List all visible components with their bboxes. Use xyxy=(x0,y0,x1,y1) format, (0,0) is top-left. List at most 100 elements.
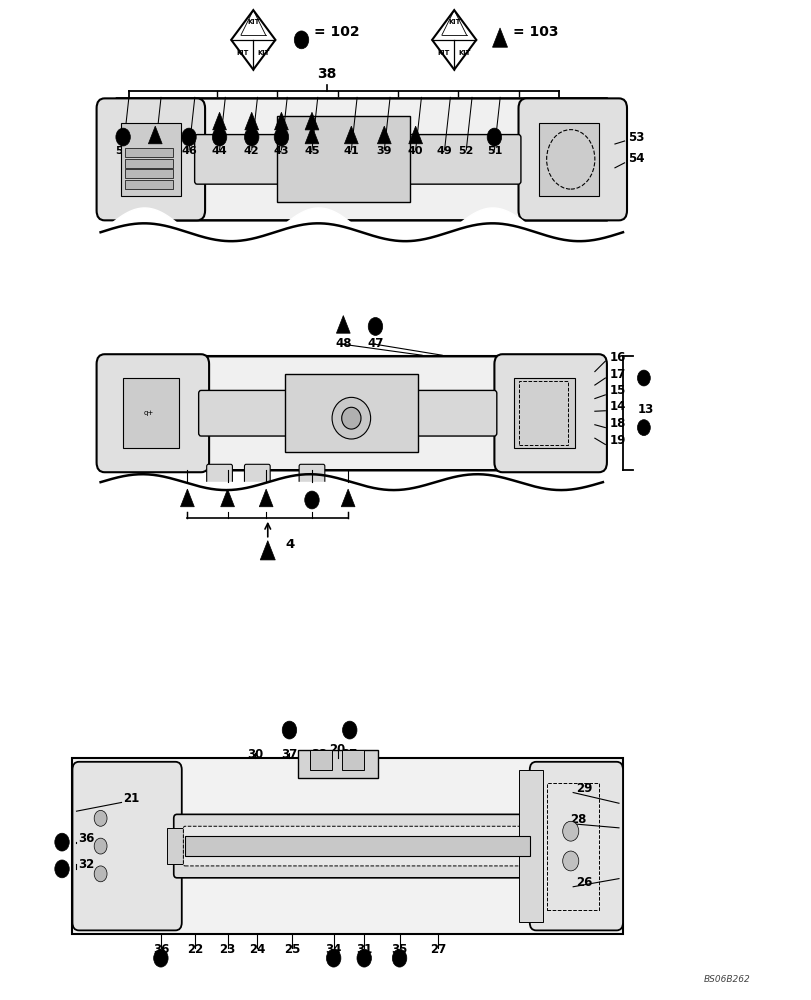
Ellipse shape xyxy=(332,397,370,439)
Bar xyxy=(121,123,181,196)
Circle shape xyxy=(637,420,650,436)
Polygon shape xyxy=(274,112,288,130)
Text: 51: 51 xyxy=(486,146,501,156)
Bar xyxy=(518,770,542,922)
Circle shape xyxy=(562,821,578,841)
Bar xyxy=(518,381,568,445)
Text: 37: 37 xyxy=(281,748,297,761)
Bar xyxy=(297,750,377,778)
Text: 47: 47 xyxy=(367,337,383,350)
Text: 49: 49 xyxy=(436,146,452,156)
Text: 36: 36 xyxy=(78,832,94,845)
Text: 34: 34 xyxy=(325,943,341,956)
Polygon shape xyxy=(305,126,319,144)
Text: 51: 51 xyxy=(148,146,163,156)
Polygon shape xyxy=(305,112,319,130)
Text: 46: 46 xyxy=(181,146,196,156)
Text: 17: 17 xyxy=(608,368,624,381)
Circle shape xyxy=(367,318,382,335)
Circle shape xyxy=(282,721,296,739)
FancyBboxPatch shape xyxy=(97,98,205,220)
Polygon shape xyxy=(341,489,354,507)
Text: 43: 43 xyxy=(273,146,289,156)
Text: 21: 21 xyxy=(123,792,139,805)
Bar xyxy=(538,123,599,196)
Text: 37: 37 xyxy=(341,748,358,761)
Bar xyxy=(125,169,173,178)
Text: 54: 54 xyxy=(627,152,643,165)
Text: 44: 44 xyxy=(212,146,227,156)
Text: q+: q+ xyxy=(144,410,154,416)
Circle shape xyxy=(274,128,288,146)
Circle shape xyxy=(116,128,131,146)
Polygon shape xyxy=(377,126,391,144)
Polygon shape xyxy=(408,126,422,144)
Text: KIT: KIT xyxy=(236,50,249,56)
Text: 8: 8 xyxy=(344,486,352,499)
Text: KIT: KIT xyxy=(257,50,270,56)
Bar xyxy=(125,148,173,157)
Polygon shape xyxy=(260,541,275,560)
Circle shape xyxy=(637,370,650,386)
Text: 7: 7 xyxy=(262,486,270,499)
Circle shape xyxy=(182,128,196,146)
Bar xyxy=(185,836,529,856)
Text: 14: 14 xyxy=(608,400,625,413)
Text: 28: 28 xyxy=(569,813,586,826)
FancyBboxPatch shape xyxy=(195,135,521,184)
Text: 13: 13 xyxy=(637,403,653,416)
Text: 5: 5 xyxy=(183,486,191,499)
Text: KIT: KIT xyxy=(247,19,260,25)
Text: 29: 29 xyxy=(576,782,592,795)
Bar xyxy=(514,378,574,448)
Text: = 102: = 102 xyxy=(313,25,358,39)
Circle shape xyxy=(54,860,69,878)
Bar xyxy=(125,180,173,189)
Text: 48: 48 xyxy=(335,337,351,350)
FancyBboxPatch shape xyxy=(207,464,232,484)
Text: = 103: = 103 xyxy=(513,25,558,39)
Bar xyxy=(72,758,622,934)
Text: 19: 19 xyxy=(608,434,625,447)
Text: 38: 38 xyxy=(317,67,337,81)
Text: 25: 25 xyxy=(283,943,300,956)
FancyBboxPatch shape xyxy=(244,464,270,484)
Polygon shape xyxy=(244,112,258,130)
FancyBboxPatch shape xyxy=(298,464,324,484)
Text: 15: 15 xyxy=(608,384,625,397)
Text: 18: 18 xyxy=(608,417,625,430)
Text: 6: 6 xyxy=(223,486,231,499)
Bar xyxy=(167,828,183,864)
Text: 22: 22 xyxy=(187,943,204,956)
Circle shape xyxy=(244,128,259,146)
FancyBboxPatch shape xyxy=(97,354,209,472)
Text: KIT: KIT xyxy=(437,50,449,56)
Polygon shape xyxy=(259,489,272,507)
Text: 24: 24 xyxy=(249,943,265,956)
Text: 20: 20 xyxy=(329,743,345,756)
Text: 30: 30 xyxy=(247,748,263,761)
Bar xyxy=(341,750,364,770)
Text: 41: 41 xyxy=(343,146,358,156)
Text: 40: 40 xyxy=(407,146,423,156)
FancyBboxPatch shape xyxy=(494,354,606,472)
FancyBboxPatch shape xyxy=(529,762,622,930)
Polygon shape xyxy=(336,316,350,333)
Text: 42: 42 xyxy=(243,146,260,156)
Text: 27: 27 xyxy=(430,943,446,956)
Text: 9: 9 xyxy=(307,486,315,499)
Text: 35: 35 xyxy=(391,943,407,956)
Text: 16: 16 xyxy=(608,351,625,364)
Circle shape xyxy=(94,866,107,882)
Text: 36: 36 xyxy=(152,943,169,956)
Text: 52: 52 xyxy=(458,146,474,156)
Text: 26: 26 xyxy=(576,876,592,889)
Circle shape xyxy=(54,833,69,851)
Polygon shape xyxy=(212,112,226,130)
FancyBboxPatch shape xyxy=(174,814,539,878)
Text: 4: 4 xyxy=(285,538,294,551)
Circle shape xyxy=(326,949,341,967)
Circle shape xyxy=(392,949,406,967)
Circle shape xyxy=(342,721,357,739)
Text: KIT: KIT xyxy=(448,19,460,25)
